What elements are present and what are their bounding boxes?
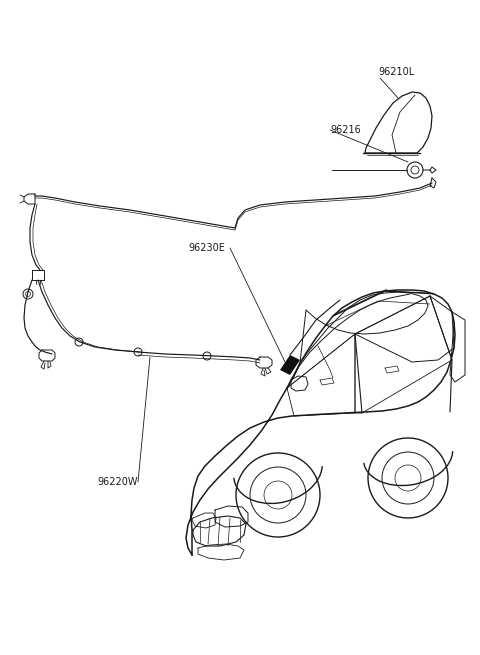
Polygon shape [280,355,300,375]
Text: 96220W: 96220W [97,477,137,487]
Text: 96230E: 96230E [188,243,225,253]
Text: 96216: 96216 [330,125,361,135]
Text: 96210L: 96210L [378,67,414,77]
